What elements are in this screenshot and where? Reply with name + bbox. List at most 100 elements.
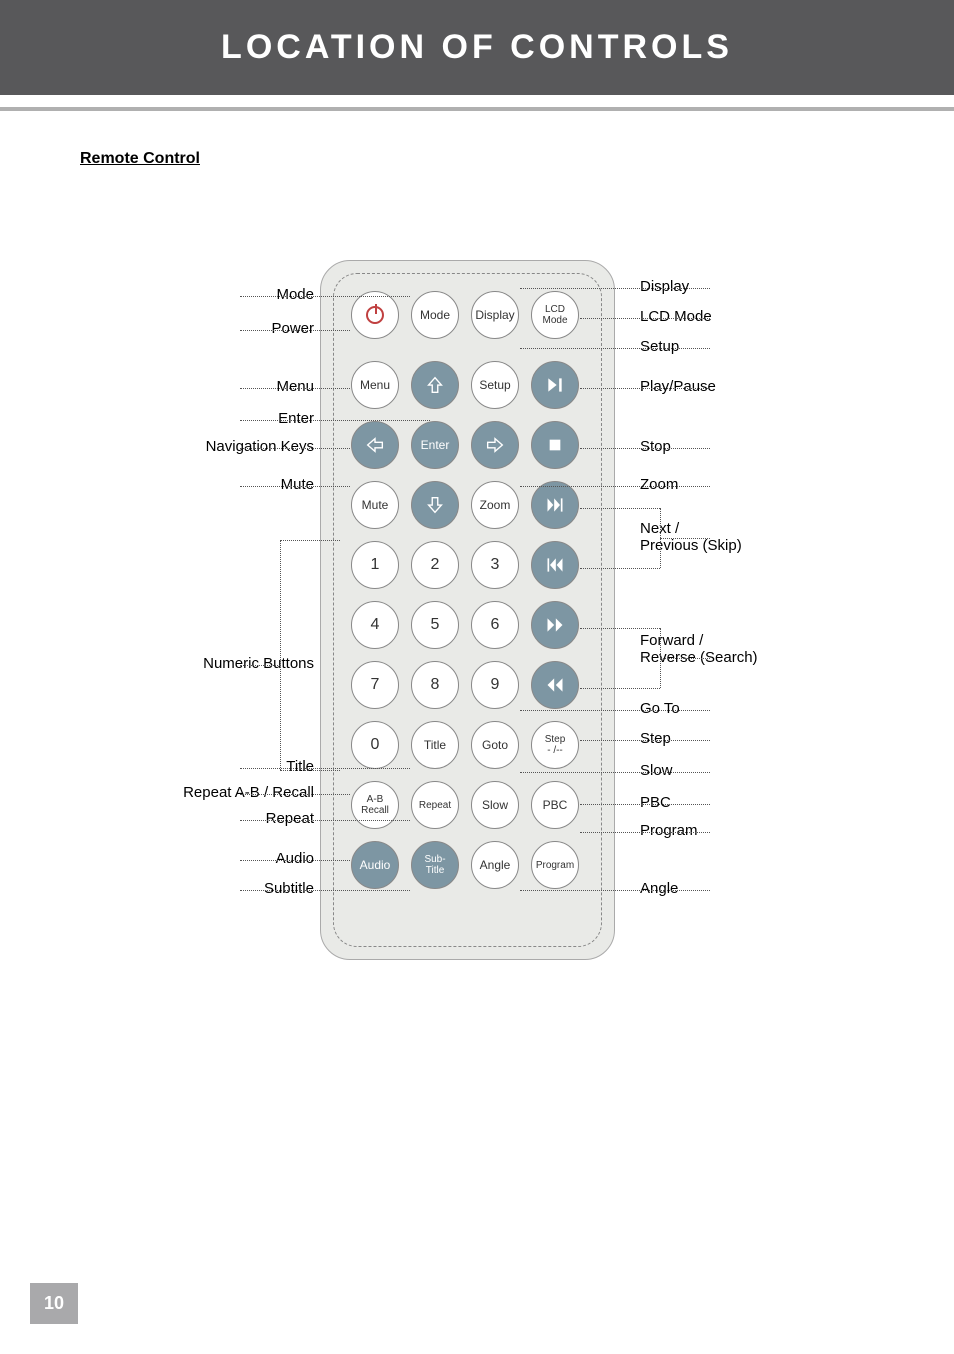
subtitle-button[interactable]: Sub- Title bbox=[411, 841, 459, 889]
callout-skip: Next / Previous (Skip) bbox=[640, 520, 890, 554]
play-pause-icon bbox=[545, 375, 565, 395]
leader-line bbox=[240, 448, 350, 449]
callout-numeric: Numeric Buttons bbox=[64, 655, 314, 672]
stop-icon bbox=[547, 437, 563, 453]
pbc-button[interactable]: PBC bbox=[531, 781, 579, 829]
leader-line bbox=[240, 820, 410, 821]
leader-line bbox=[240, 768, 410, 769]
leader-line bbox=[580, 388, 710, 389]
leader-line bbox=[520, 288, 710, 289]
ab-recall-button[interactable]: A-B Recall bbox=[351, 781, 399, 829]
nav-down-button[interactable] bbox=[411, 481, 459, 529]
menu-button[interactable]: Menu bbox=[351, 361, 399, 409]
leader-line bbox=[660, 658, 710, 659]
num-9-button[interactable]: 9 bbox=[471, 661, 519, 709]
stop-button[interactable] bbox=[531, 421, 579, 469]
leader-line bbox=[580, 318, 710, 319]
callout-pbc: PBC bbox=[640, 794, 890, 811]
arrow-down-icon bbox=[424, 494, 446, 516]
num-6-button[interactable]: 6 bbox=[471, 601, 519, 649]
callout-repeat: Repeat bbox=[64, 810, 314, 827]
display-button[interactable]: Display bbox=[471, 291, 519, 339]
leader-line bbox=[660, 538, 710, 539]
callout-search: Forward / Reverse (Search) bbox=[640, 632, 890, 666]
leader-line bbox=[580, 740, 710, 741]
reverse-button[interactable] bbox=[531, 661, 579, 709]
next-button[interactable] bbox=[531, 481, 579, 529]
zoom-button[interactable]: Zoom bbox=[471, 481, 519, 529]
callout-ab: Repeat A-B / Recall bbox=[64, 784, 314, 801]
leader-line bbox=[520, 772, 710, 773]
leader-line bbox=[240, 860, 350, 861]
setup-button[interactable]: Setup bbox=[471, 361, 519, 409]
leader-line bbox=[240, 296, 410, 297]
num-1-button[interactable]: 1 bbox=[351, 541, 399, 589]
page-title: LOCATION OF CONTROLS bbox=[221, 28, 733, 66]
leader-line bbox=[580, 832, 710, 833]
leader-line bbox=[280, 540, 281, 770]
callout-goto: Go To bbox=[640, 700, 890, 717]
title-button[interactable]: Title bbox=[411, 721, 459, 769]
num-4-button[interactable]: 4 bbox=[351, 601, 399, 649]
nav-up-button[interactable] bbox=[411, 361, 459, 409]
leader-line bbox=[240, 330, 350, 331]
arrow-left-icon bbox=[364, 434, 386, 456]
callout-subtitle: Subtitle bbox=[64, 880, 314, 897]
page-number: 10 bbox=[30, 1283, 78, 1324]
mute-button[interactable]: Mute bbox=[351, 481, 399, 529]
subtitle: Remote Control bbox=[80, 150, 200, 168]
forward-button[interactable] bbox=[531, 601, 579, 649]
leader-line bbox=[240, 665, 280, 666]
callout-menu: Menu bbox=[64, 378, 314, 395]
callout-mode: Mode bbox=[64, 286, 314, 303]
leader-line bbox=[580, 688, 660, 689]
num-0-button[interactable]: 0 bbox=[351, 721, 399, 769]
play-pause-button[interactable] bbox=[531, 361, 579, 409]
leader-line bbox=[520, 890, 710, 891]
nav-right-button[interactable] bbox=[471, 421, 519, 469]
reverse-icon bbox=[545, 675, 565, 695]
audio-button[interactable]: Audio bbox=[351, 841, 399, 889]
num-8-button[interactable]: 8 bbox=[411, 661, 459, 709]
leader-line bbox=[240, 890, 410, 891]
leader-line bbox=[520, 486, 710, 487]
power-button[interactable] bbox=[351, 291, 399, 339]
num-2-button[interactable]: 2 bbox=[411, 541, 459, 589]
callout-title: Title bbox=[64, 758, 314, 775]
mode-button[interactable]: Mode bbox=[411, 291, 459, 339]
power-icon bbox=[366, 306, 384, 324]
num-3-button[interactable]: 3 bbox=[471, 541, 519, 589]
repeat-button[interactable]: Repeat bbox=[411, 781, 459, 829]
leader-line bbox=[580, 448, 710, 449]
angle-button[interactable]: Angle bbox=[471, 841, 519, 889]
callout-step: Step bbox=[640, 730, 890, 747]
step-button[interactable]: Step - /-- bbox=[531, 721, 579, 769]
num-7-button[interactable]: 7 bbox=[351, 661, 399, 709]
lcd-mode-button[interactable]: LCD Mode bbox=[531, 291, 579, 339]
num-5-button[interactable]: 5 bbox=[411, 601, 459, 649]
enter-button[interactable]: Enter bbox=[411, 421, 459, 469]
slow-button[interactable]: Slow bbox=[471, 781, 519, 829]
page-header: LOCATION OF CONTROLS bbox=[0, 0, 954, 95]
leader-line bbox=[580, 508, 660, 509]
leader-line bbox=[580, 628, 660, 629]
arrow-up-icon bbox=[424, 374, 446, 396]
callout-mute: Mute bbox=[64, 476, 314, 493]
forward-icon bbox=[545, 615, 565, 635]
callout-stop: Stop bbox=[640, 438, 890, 455]
leader-line bbox=[580, 804, 710, 805]
nav-left-button[interactable] bbox=[351, 421, 399, 469]
prev-button[interactable] bbox=[531, 541, 579, 589]
remote-body: Mode Display LCD Mode Menu Setup Enter M… bbox=[320, 260, 615, 960]
header-underline bbox=[0, 107, 954, 111]
leader-line bbox=[240, 388, 350, 389]
leader-line bbox=[240, 420, 430, 421]
callout-enter: Enter bbox=[64, 410, 314, 427]
leader-line bbox=[520, 348, 710, 349]
leader-line bbox=[240, 486, 350, 487]
callout-angle: Angle bbox=[640, 880, 890, 897]
callout-lcd: LCD Mode bbox=[640, 308, 890, 325]
goto-button[interactable]: Goto bbox=[471, 721, 519, 769]
program-button[interactable]: Program bbox=[531, 841, 579, 889]
next-icon bbox=[545, 495, 565, 515]
